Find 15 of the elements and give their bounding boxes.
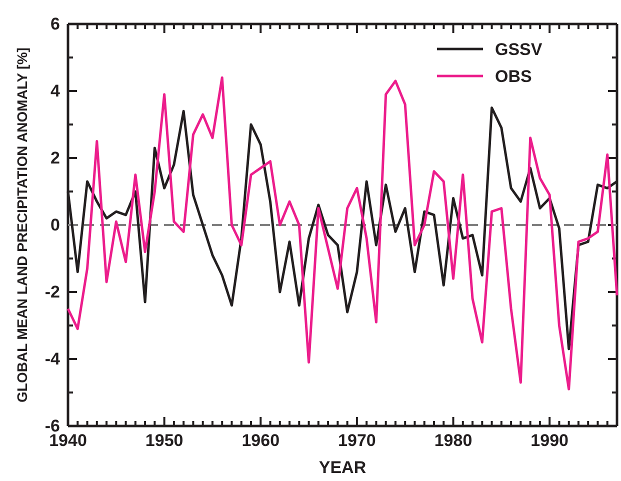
x-tick-label: 1990 [530,431,568,450]
x-tick-label: 1950 [145,431,184,450]
y-tick-label: -2 [44,282,60,302]
x-tick-label: 1960 [242,431,280,450]
y-tick-label: -4 [44,349,61,368]
x-axis-title: YEAR [318,458,366,477]
y-tick-label: 4 [50,81,61,100]
y-tick-label: 0 [50,215,60,234]
x-tick-label: 1980 [434,431,472,450]
legend-label: GSSV [495,40,543,59]
x-tick-label: 1970 [338,431,376,450]
y-tick-label: 2 [50,148,60,168]
legend-label: OBS [495,67,532,86]
y-axis-title: GLOBAL MEAN LAND PRECIPITATION ANOMALY [%] [14,48,30,402]
y-tick-label: 6 [50,14,60,34]
